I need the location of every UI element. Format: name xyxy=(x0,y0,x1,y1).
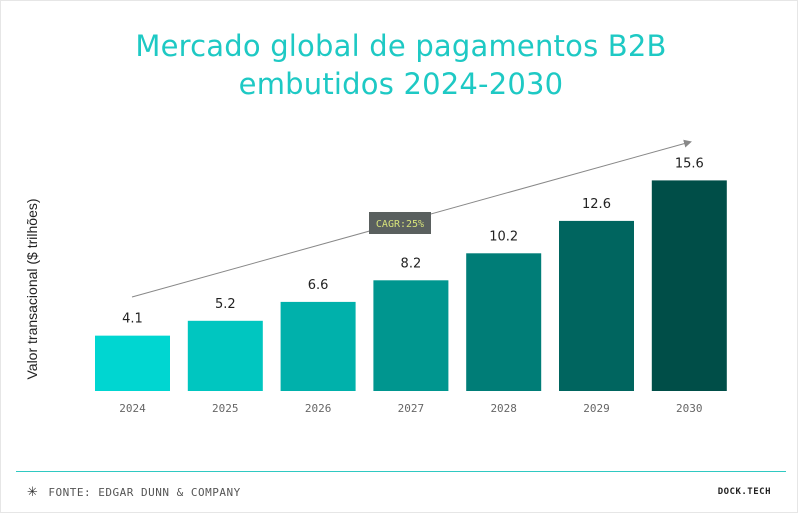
bar-2025 xyxy=(187,320,263,391)
bar-2029 xyxy=(559,220,634,391)
chart-title: Mercado global de pagamentos B2B embutid… xyxy=(1,27,800,103)
category-label-2030: 2030 xyxy=(676,402,703,415)
bar-2024 xyxy=(95,335,170,391)
cagr-label: CAGR:25% xyxy=(376,219,424,230)
chart-title-line-2: embutidos 2024-2030 xyxy=(238,67,564,101)
brand-logo-text: DOCK.TECH xyxy=(717,487,771,497)
value-label-2030: 15.6 xyxy=(675,156,704,171)
bars-group: 4.1 2024 5.2 2025 6.6 2026 8.2 2027 10.2 2028 12.6… xyxy=(95,156,727,415)
value-label-2027: 8.2 xyxy=(401,256,422,271)
y-axis-label: Valor transacional ($ trilhões) xyxy=(24,198,40,379)
value-label-2028: 10.2 xyxy=(489,229,518,244)
bar-2030 xyxy=(651,180,727,391)
bar-chart: Valor transacional ($ trilhões) 4.1 2024 5… xyxy=(24,139,727,415)
category-label-2027: 2027 xyxy=(398,402,425,415)
category-label-2026: 2026 xyxy=(305,402,332,415)
bar-2028 xyxy=(466,253,542,391)
category-label-2024: 2024 xyxy=(119,402,146,415)
source-text: FONTE: EDGAR DUNN & COMPANY xyxy=(48,486,241,499)
asterisk-icon: ✳ xyxy=(27,485,39,500)
bar-2026 xyxy=(280,301,356,391)
footer-divider xyxy=(16,471,786,472)
category-label-2029: 2029 xyxy=(583,402,610,415)
source-note: ✳ FONTE: EDGAR DUNN & COMPANY xyxy=(27,486,241,499)
value-label-2026: 6.6 xyxy=(308,278,329,293)
cagr-badge: CAGR:25% xyxy=(369,212,431,234)
value-label-2029: 12.6 xyxy=(582,197,611,212)
value-label-2024: 4.1 xyxy=(122,312,143,327)
category-label-2025: 2025 xyxy=(212,402,239,415)
category-label-2028: 2028 xyxy=(490,402,517,415)
chart-title-line-1: Mercado global de pagamentos B2B xyxy=(135,29,667,63)
bar-2027 xyxy=(373,280,449,391)
value-label-2025: 5.2 xyxy=(215,297,236,312)
